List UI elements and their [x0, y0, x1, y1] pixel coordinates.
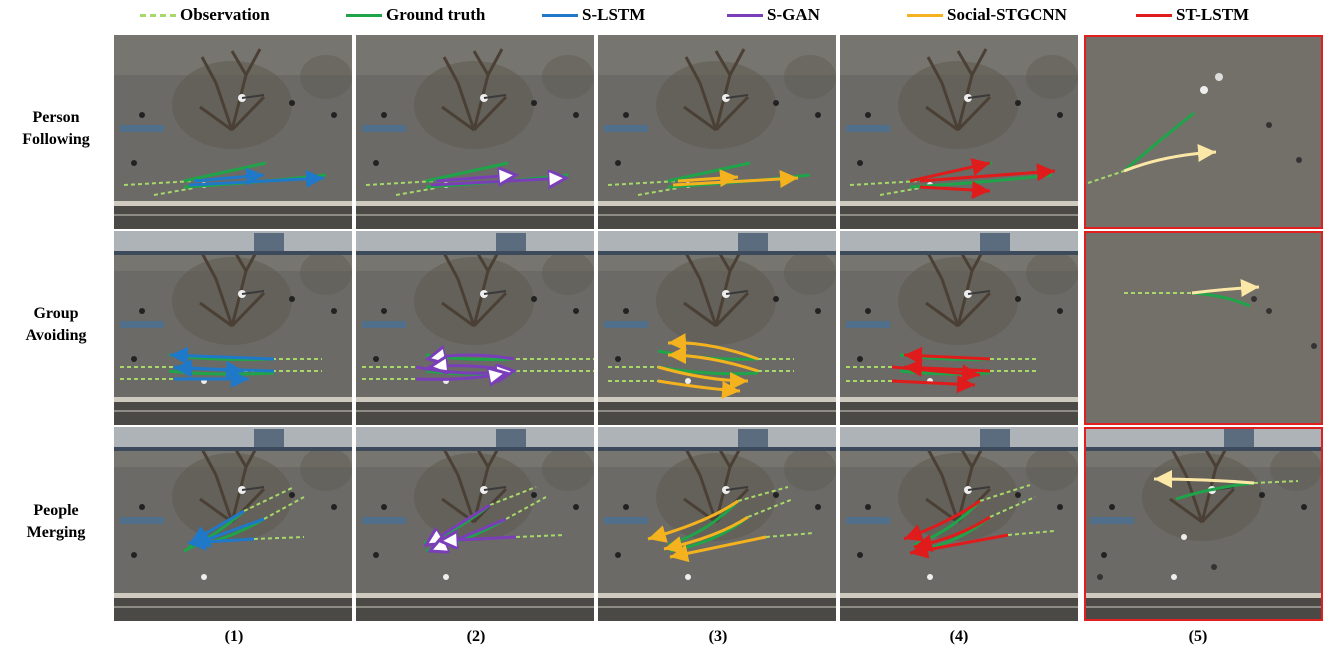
column-label-4: (4) — [949, 628, 969, 645]
legend-social-stgcnn: Social-STGCNN — [907, 5, 1067, 25]
social-stgcnn-line-swatch — [907, 13, 943, 17]
row-label-line2: Merging — [26, 524, 86, 541]
s-lstm-line-swatch — [542, 13, 578, 17]
row-label-line1: People — [33, 502, 79, 519]
panel-row3-col4 — [840, 427, 1078, 621]
panel-row1-col2 — [354, 33, 596, 231]
panel-row2-col4 — [840, 231, 1078, 425]
panel-row3-col3 — [598, 427, 836, 621]
row-label-line1: Person — [32, 109, 80, 126]
legend-label: S-GAN — [767, 5, 820, 24]
st-lstm-line-swatch — [1136, 13, 1172, 17]
column-label-5: (5) — [1188, 628, 1208, 645]
legend-label: Social-STGCNN — [947, 5, 1067, 24]
row-label-line2: Following — [22, 131, 90, 148]
panel-row2-col3 — [598, 231, 836, 425]
column-label-2: (2) — [466, 628, 486, 645]
legend-label: ST-LSTM — [1176, 5, 1250, 24]
legend-s-lstm: S-LSTM — [542, 5, 645, 25]
panel-row1-col5 — [1084, 35, 1323, 229]
column-label-1: (1) — [224, 628, 244, 645]
panel-row2-col2 — [356, 231, 594, 425]
panel-row2-col5 — [1084, 231, 1323, 425]
legend-ground-truth: Ground truth — [346, 5, 485, 25]
panel-row1-col3 — [596, 33, 838, 231]
legend-s-gan: S-GAN — [727, 5, 820, 25]
panel-row3-col5 — [1084, 427, 1323, 621]
s-gan-line-swatch — [727, 13, 763, 17]
panel-row1-col4 — [838, 33, 1080, 231]
row-label-line1: Group — [33, 305, 79, 322]
panel-row3-col2 — [356, 427, 594, 621]
row-label-person-following: Person Following — [0, 107, 112, 151]
legend-label: Ground truth — [386, 5, 486, 24]
row-label-group-avoiding: Group Avoiding — [0, 303, 112, 347]
legend-label: Observation — [180, 5, 270, 24]
legend-st-lstm: ST-LSTM — [1136, 5, 1249, 25]
legend-observation: Observation — [140, 5, 270, 25]
row-label-line2: Avoiding — [25, 327, 87, 344]
panel-row1-col1 — [112, 33, 354, 231]
panel-row3-col1 — [114, 427, 352, 621]
legend: Observation Ground truth S-LSTM S-GAN So… — [0, 0, 1336, 30]
observation-line-swatch — [140, 13, 176, 17]
ground-truth-line-swatch — [346, 13, 382, 17]
column-label-3: (3) — [708, 628, 728, 645]
legend-label: S-LSTM — [582, 5, 646, 24]
row-label-people-merging: People Merging — [0, 500, 112, 544]
panel-row2-col1 — [114, 231, 352, 425]
